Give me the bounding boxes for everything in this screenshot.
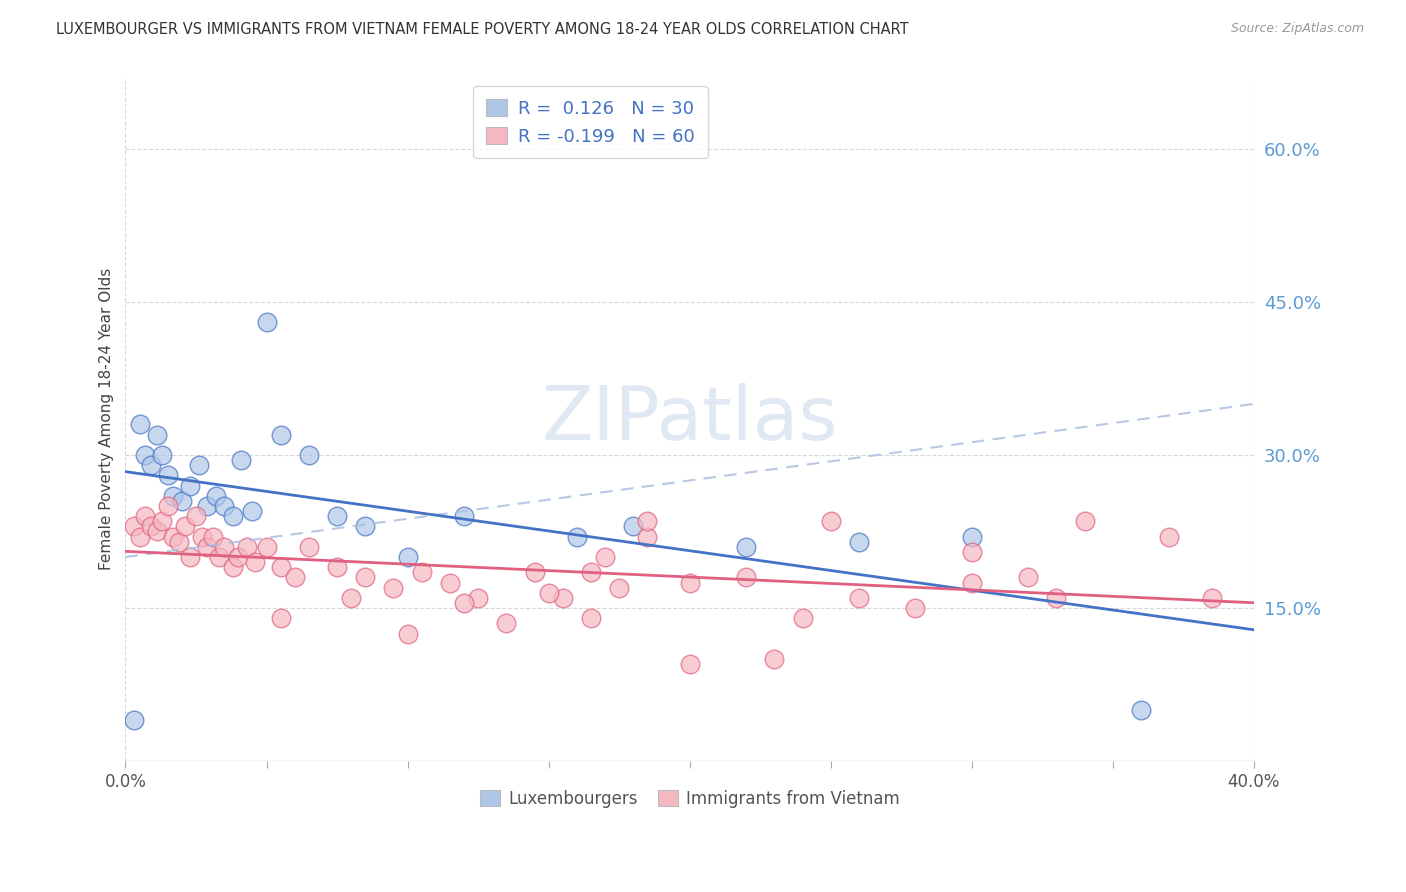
Point (1017, 570, 1039, 584)
Point (150, 514, 173, 528)
Point (848, 534, 870, 549)
Y-axis label: Female Poverty Among 18-24 Year Olds: Female Poverty Among 18-24 Year Olds (100, 268, 114, 570)
Point (298, 448, 321, 462)
Point (453, 596, 475, 610)
Point (284, 570, 307, 584)
Point (173, 519, 195, 533)
Point (139, 519, 162, 533)
Point (396, 549, 419, 564)
Point (354, 570, 377, 584)
Point (221, 509, 243, 524)
Point (621, 519, 644, 533)
Point (820, 514, 842, 528)
Point (128, 417, 150, 432)
Point (636, 514, 658, 528)
Point (270, 560, 292, 574)
Point (201, 530, 224, 544)
Point (145, 524, 167, 539)
Point (195, 540, 218, 554)
Point (523, 566, 546, 580)
Point (150, 448, 173, 462)
Point (156, 468, 179, 483)
Point (187, 458, 209, 472)
Point (354, 519, 377, 533)
Point (396, 626, 419, 640)
Point (735, 570, 758, 584)
Point (195, 499, 218, 513)
Point (1073, 514, 1095, 528)
Point (231, 453, 253, 467)
Point (162, 489, 184, 503)
Point (439, 575, 461, 590)
Point (212, 540, 235, 554)
Text: LUXEMBOURGER VS IMMIGRANTS FROM VIETNAM FEMALE POVERTY AMONG 18-24 YEAR OLDS COR: LUXEMBOURGER VS IMMIGRANTS FROM VIETNAM … (56, 22, 908, 37)
Legend: Luxembourgers, Immigrants from Vietnam: Luxembourgers, Immigrants from Vietnam (472, 783, 907, 814)
Point (467, 591, 489, 605)
Point (636, 530, 658, 544)
Point (167, 534, 190, 549)
Point (960, 545, 983, 559)
Point (679, 575, 702, 590)
Point (242, 504, 264, 518)
Point (411, 566, 433, 580)
Point (298, 540, 321, 554)
Point (139, 458, 162, 472)
Point (792, 611, 814, 625)
Point (495, 616, 517, 631)
Point (156, 499, 179, 513)
Point (122, 519, 145, 533)
Point (382, 581, 405, 595)
Point (245, 555, 267, 569)
Point (551, 591, 574, 605)
Point (960, 530, 983, 544)
Point (134, 509, 156, 524)
Point (270, 611, 292, 625)
Point (270, 427, 292, 442)
Point (170, 494, 193, 508)
Point (134, 448, 156, 462)
Point (340, 591, 363, 605)
Point (1159, 530, 1181, 544)
Point (212, 499, 235, 513)
Point (579, 566, 602, 580)
Point (579, 611, 602, 625)
Point (607, 581, 630, 595)
Point (1130, 703, 1153, 717)
Point (226, 549, 249, 564)
Point (326, 560, 349, 574)
Point (256, 315, 278, 329)
Point (960, 575, 983, 590)
Point (1201, 591, 1223, 605)
Point (179, 549, 201, 564)
Point (128, 530, 150, 544)
Point (207, 549, 229, 564)
Point (179, 478, 201, 492)
Point (326, 509, 349, 524)
Point (453, 509, 475, 524)
Point (190, 530, 212, 544)
Point (221, 560, 243, 574)
Point (904, 601, 927, 615)
Point (145, 427, 167, 442)
Point (162, 530, 184, 544)
Point (204, 489, 226, 503)
Point (848, 591, 870, 605)
Text: ZIPatlas: ZIPatlas (541, 383, 838, 456)
Text: Source: ZipAtlas.com: Source: ZipAtlas.com (1230, 22, 1364, 36)
Point (1045, 591, 1067, 605)
Point (735, 540, 758, 554)
Point (537, 585, 560, 599)
Point (565, 530, 588, 544)
Point (593, 549, 616, 564)
Point (184, 509, 207, 524)
Point (679, 657, 702, 672)
Point (763, 652, 786, 666)
Point (236, 540, 259, 554)
Point (122, 713, 145, 727)
Point (256, 540, 278, 554)
